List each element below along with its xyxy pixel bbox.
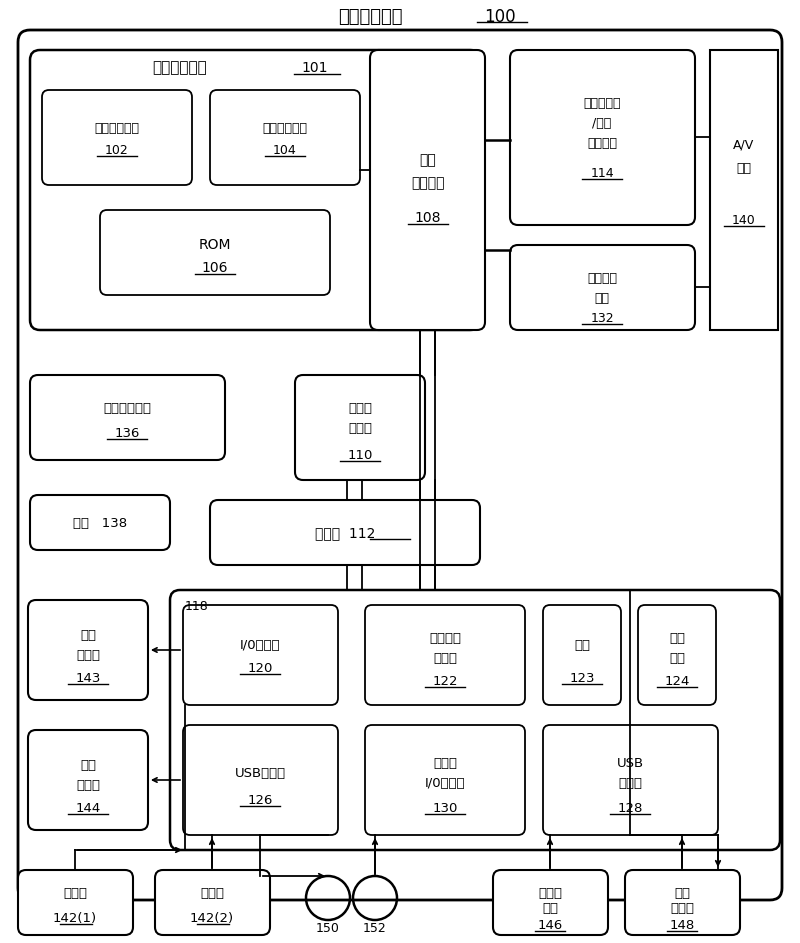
Text: 适配器: 适配器 [670,902,694,915]
Text: 网络: 网络 [669,632,685,644]
Text: 130: 130 [432,802,458,815]
Text: 存储器: 存储器 [76,649,100,661]
Text: 控制器: 控制器 [433,652,457,665]
Text: 中央处理单元: 中央处理单元 [153,60,207,75]
Text: 处理单元: 处理单元 [411,176,445,190]
Text: 152: 152 [363,921,387,935]
Text: 140: 140 [732,213,756,226]
FancyBboxPatch shape [210,500,480,565]
Text: /视频: /视频 [592,117,612,129]
Text: 前面板: 前面板 [433,756,457,769]
Text: 146: 146 [538,918,562,932]
FancyBboxPatch shape [295,375,425,480]
Text: ROM: ROM [198,238,231,252]
Bar [710,50,778,330]
FancyBboxPatch shape [170,590,780,850]
Text: 二级高速缓存: 二级高速缓存 [262,122,307,135]
FancyBboxPatch shape [30,495,170,550]
Text: 104: 104 [273,143,297,157]
Text: 108: 108 [414,211,442,225]
Text: 图形: 图形 [420,153,436,167]
Text: 101: 101 [302,61,328,75]
Text: 无线: 无线 [674,886,690,900]
FancyBboxPatch shape [28,730,148,830]
Text: 端口: 端口 [737,161,751,174]
Text: 多媒体控制台: 多媒体控制台 [338,8,402,26]
Text: 150: 150 [316,921,340,935]
FancyBboxPatch shape [210,90,360,185]
Text: 媒体: 媒体 [80,758,96,771]
Text: I/0子部件: I/0子部件 [425,776,466,789]
Text: 系统: 系统 [80,628,96,641]
Text: 132: 132 [590,311,614,324]
Text: 单元: 单元 [542,902,558,915]
Text: 存储器: 存储器 [538,886,562,900]
Text: 驱动器: 驱动器 [76,779,100,791]
Text: 143: 143 [75,671,101,685]
Text: 124: 124 [664,674,690,687]
Text: 控制器: 控制器 [618,776,642,789]
Text: 视频编码器: 视频编码器 [583,96,621,109]
FancyBboxPatch shape [510,50,695,225]
Text: USB控制器: USB控制器 [234,767,286,780]
Text: 控制器: 控制器 [200,886,224,900]
FancyBboxPatch shape [543,605,621,705]
FancyBboxPatch shape [365,605,525,705]
Text: 一级高速缓存: 一级高速缓存 [94,122,139,135]
FancyBboxPatch shape [30,375,225,460]
FancyBboxPatch shape [365,725,525,835]
Text: 123: 123 [570,671,594,685]
FancyBboxPatch shape [183,605,338,705]
Text: 系统管理: 系统管理 [429,632,461,644]
Text: 118: 118 [185,600,209,613]
Text: USB: USB [617,756,643,769]
Text: 存储器  112: 存储器 112 [315,526,375,540]
Text: 142(2): 142(2) [190,912,234,924]
FancyBboxPatch shape [18,870,133,935]
Text: 110: 110 [347,449,373,461]
Text: 120: 120 [247,661,273,674]
FancyBboxPatch shape [100,210,330,295]
Text: 142(1): 142(1) [53,912,97,924]
Text: 接口: 接口 [669,652,685,665]
Text: 100: 100 [484,8,516,26]
FancyBboxPatch shape [183,725,338,835]
Text: 控制器: 控制器 [63,886,87,900]
FancyBboxPatch shape [42,90,192,185]
Text: A/V: A/V [734,139,754,152]
FancyBboxPatch shape [543,725,718,835]
Text: 系统供电模块: 系统供电模块 [103,402,151,415]
FancyBboxPatch shape [493,870,608,935]
FancyBboxPatch shape [155,870,270,935]
Text: 102: 102 [105,143,129,157]
Text: 126: 126 [247,793,273,806]
FancyBboxPatch shape [370,50,485,330]
Text: 风扇   138: 风扇 138 [73,517,127,530]
Text: I/0控制器: I/0控制器 [240,638,280,652]
FancyBboxPatch shape [18,30,782,900]
Text: 音频编解: 音频编解 [587,272,617,285]
FancyBboxPatch shape [625,870,740,935]
Text: 编解码器: 编解码器 [587,137,617,150]
Text: 136: 136 [114,426,140,439]
Text: 码器: 码器 [594,291,610,305]
Text: 106: 106 [202,261,228,275]
Text: 144: 144 [75,802,101,815]
FancyBboxPatch shape [638,605,716,705]
FancyBboxPatch shape [30,50,480,330]
Text: 114: 114 [590,167,614,179]
Text: 音频: 音频 [574,638,590,652]
FancyBboxPatch shape [28,600,148,700]
FancyBboxPatch shape [510,245,695,330]
Text: 控制器: 控制器 [348,422,372,435]
Text: 128: 128 [618,802,642,815]
Text: 122: 122 [432,674,458,687]
Text: 存储器: 存储器 [348,402,372,415]
Text: 148: 148 [670,918,694,932]
